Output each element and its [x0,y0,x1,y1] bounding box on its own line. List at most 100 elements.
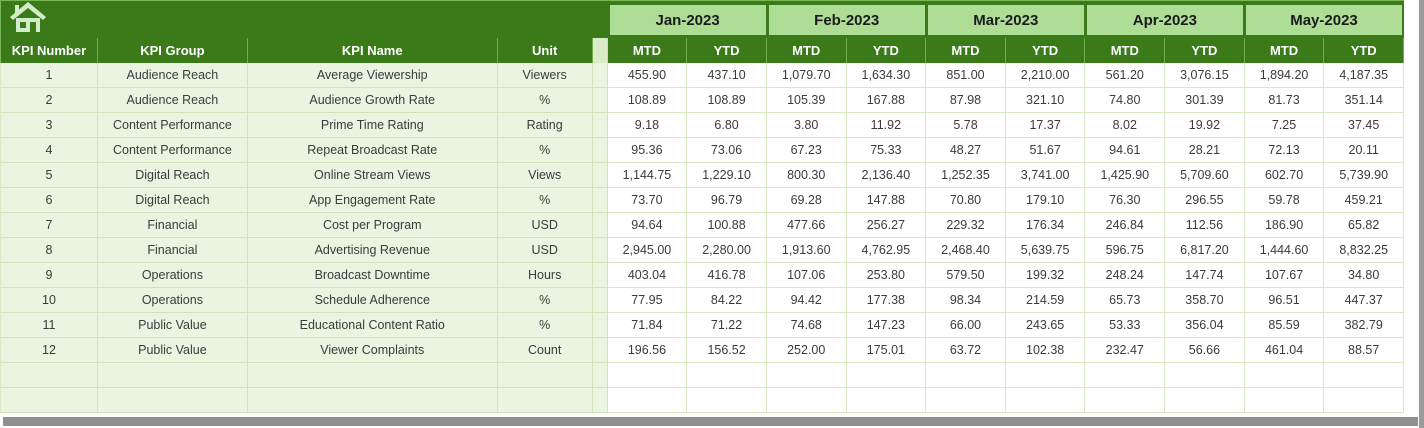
cell-empty[interactable] [926,388,1006,413]
cell-value[interactable]: 1,425.90 [1085,163,1166,188]
cell-value[interactable]: 107.67 [1244,263,1325,288]
cell-kpi-name[interactable]: Average Viewership [247,63,498,88]
cell-empty[interactable] [497,388,593,413]
cell-value[interactable]: 2,945.00 [607,238,688,263]
cell-spacer[interactable] [592,63,608,88]
cell-kpi-number[interactable]: 4 [1,138,98,163]
cell-value[interactable]: 243.65 [1005,313,1086,338]
cell-value[interactable]: 65.73 [1085,288,1166,313]
cell-value[interactable]: 5,739.90 [1324,163,1405,188]
cell-value[interactable]: 2,136.40 [846,163,927,188]
cell-value[interactable]: 96.51 [1244,288,1325,313]
cell-empty[interactable] [687,388,767,413]
cell-value[interactable]: 252.00 [766,338,847,363]
cell-value[interactable]: 112.56 [1165,213,1245,238]
cell-value[interactable]: 9.18 [607,113,688,138]
cell-value[interactable]: 147.88 [846,188,927,213]
cell-value[interactable]: 356.04 [1165,313,1245,338]
cell-value[interactable]: 75.33 [846,138,927,163]
cell-value[interactable]: 63.72 [926,338,1006,363]
cell-value[interactable]: 1,444.60 [1244,238,1325,263]
cell-spacer[interactable] [592,163,608,188]
cell-spacer[interactable] [592,313,608,338]
cell-empty[interactable] [1244,388,1325,413]
cell-value[interactable]: 3.80 [766,113,847,138]
cell-empty[interactable] [1324,363,1405,388]
cell-empty[interactable] [592,388,608,413]
cell-value[interactable]: 74.68 [766,313,847,338]
cell-value[interactable]: 6.80 [687,113,767,138]
cell-value[interactable]: 107.06 [766,263,847,288]
cell-kpi-group[interactable]: Digital Reach [97,163,248,188]
cell-empty[interactable] [1,363,98,388]
cell-value[interactable]: 596.75 [1085,238,1166,263]
cell-empty[interactable] [607,388,688,413]
cell-value[interactable]: 246.84 [1085,213,1166,238]
cell-value[interactable]: 167.88 [846,88,927,113]
cell-kpi-name[interactable]: Educational Content Ratio [247,313,498,338]
cell-spacer[interactable] [592,238,608,263]
cell-kpi-number[interactable]: 6 [1,188,98,213]
cell-value[interactable]: 2,210.00 [1005,63,1086,88]
cell-empty[interactable] [607,363,688,388]
cell-value[interactable]: 561.20 [1085,63,1166,88]
cell-value[interactable]: 416.78 [687,263,767,288]
cell-value[interactable]: 156.52 [687,338,767,363]
cell-empty[interactable] [1005,363,1086,388]
cell-value[interactable]: 437.10 [687,63,767,88]
cell-value[interactable]: 94.61 [1085,138,1166,163]
cell-value[interactable]: 301.39 [1165,88,1245,113]
cell-kpi-group[interactable]: Digital Reach [97,188,248,213]
cell-value[interactable]: 48.27 [926,138,1006,163]
cell-value[interactable]: 296.55 [1165,188,1245,213]
cell-value[interactable]: 5,709.60 [1165,163,1245,188]
cell-value[interactable]: 229.32 [926,213,1006,238]
cell-kpi-group[interactable]: Content Performance [97,138,248,163]
cell-empty[interactable] [846,388,927,413]
cell-value[interactable]: 73.70 [607,188,688,213]
horizontal-scrollbar[interactable] [3,417,1418,426]
cell-value[interactable]: 5.78 [926,113,1006,138]
cell-kpi-group[interactable]: Audience Reach [97,88,248,113]
cell-value[interactable]: 7.25 [1244,113,1325,138]
cell-value[interactable]: 84.22 [687,288,767,313]
cell-value[interactable]: 56.66 [1165,338,1245,363]
cell-empty[interactable] [766,388,847,413]
cell-unit[interactable]: % [497,188,593,213]
cell-value[interactable]: 19.92 [1165,113,1245,138]
cell-value[interactable]: 81.73 [1244,88,1325,113]
cell-kpi-number[interactable]: 12 [1,338,98,363]
cell-unit[interactable]: USD [497,213,593,238]
vertical-scrollbar[interactable] [1419,0,1424,428]
cell-kpi-number[interactable]: 1 [1,63,98,88]
cell-value[interactable]: 1,634.30 [846,63,927,88]
cell-value[interactable]: 17.37 [1005,113,1086,138]
cell-value[interactable]: 477.66 [766,213,847,238]
cell-value[interactable]: 2,468.40 [926,238,1006,263]
cell-spacer[interactable] [592,113,608,138]
cell-kpi-number[interactable]: 5 [1,163,98,188]
cell-value[interactable]: 73.06 [687,138,767,163]
cell-empty[interactable] [1165,388,1245,413]
cell-kpi-number[interactable]: 9 [1,263,98,288]
cell-spacer[interactable] [592,188,608,213]
cell-kpi-group[interactable]: Operations [97,288,248,313]
cell-value[interactable]: 8.02 [1085,113,1166,138]
cell-value[interactable]: 579.50 [926,263,1006,288]
cell-value[interactable]: 2,280.00 [687,238,767,263]
cell-empty[interactable] [926,363,1006,388]
cell-value[interactable]: 66.00 [926,313,1006,338]
cell-empty[interactable] [1,388,98,413]
cell-value[interactable]: 20.11 [1324,138,1405,163]
cell-spacer[interactable] [592,288,608,313]
cell-kpi-name[interactable]: Audience Growth Rate [247,88,498,113]
cell-value[interactable]: 1,079.70 [766,63,847,88]
cell-unit[interactable]: Rating [497,113,593,138]
cell-kpi-name[interactable]: Advertising Revenue [247,238,498,263]
cell-value[interactable]: 214.59 [1005,288,1086,313]
cell-spacer[interactable] [592,138,608,163]
cell-value[interactable]: 256.27 [846,213,927,238]
cell-value[interactable]: 147.74 [1165,263,1245,288]
cell-spacer[interactable] [592,338,608,363]
cell-value[interactable]: 71.84 [607,313,688,338]
